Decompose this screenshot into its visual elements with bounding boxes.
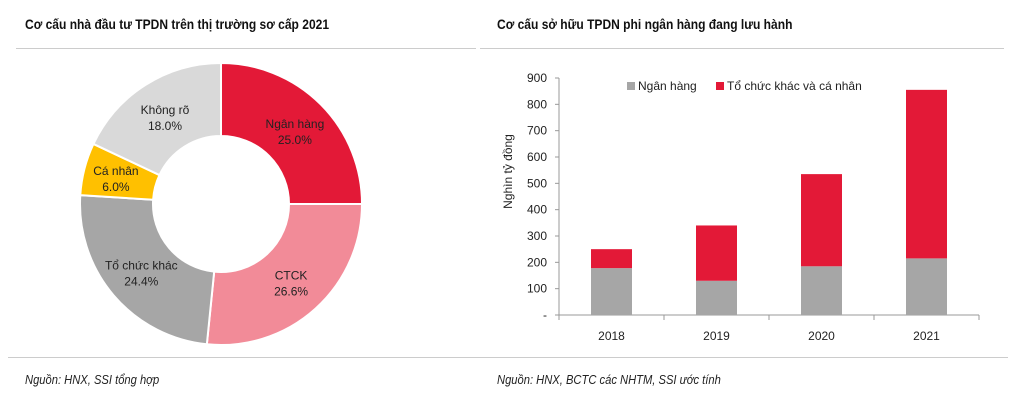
y-tick-label: 900	[527, 71, 547, 85]
right-title-divider	[480, 48, 1004, 49]
y-tick-label: 800	[527, 97, 547, 111]
y-tick-label: 100	[527, 282, 547, 296]
slice-value-label: 24.4%	[124, 275, 158, 289]
slice-label: CTCK	[275, 269, 308, 283]
bar-segment	[801, 266, 842, 315]
slice-label: Không rõ	[141, 103, 190, 117]
bar-segment	[696, 225, 737, 281]
left-chart-title: Cơ cấu nhà đầu tư TPDN trên thị trường s…	[25, 16, 330, 32]
slice-value-label: 6.0%	[102, 180, 130, 194]
legend-swatch	[627, 82, 635, 90]
donut-slice	[220, 61, 364, 205]
slice-value-label: 18.0%	[148, 119, 182, 133]
bar-segment	[801, 174, 842, 267]
y-tick-label: 200	[527, 255, 547, 269]
legend-label: Tổ chức khác và cá nhân	[727, 79, 862, 93]
slice-label: Ngân hàng	[266, 117, 325, 131]
y-tick-label: 300	[527, 229, 547, 243]
y-tick-label: -	[543, 308, 547, 322]
left-source-note: Nguồn: HNX, SSI tổng hợp	[25, 372, 160, 387]
slice-value-label: 26.6%	[274, 285, 308, 299]
slice-value-label: 25.0%	[278, 133, 312, 147]
x-tick-label: 2020	[808, 329, 835, 343]
slice-label: Tổ chức khác	[105, 259, 178, 273]
y-tick-label: 500	[527, 176, 547, 190]
left-title-divider	[16, 48, 476, 49]
legend-label: Ngân hàng	[638, 79, 697, 93]
legend-swatch	[716, 82, 724, 90]
x-tick-label: 2018	[598, 329, 625, 343]
stacked-bar-chart: - 100 200 300 400 500 600 700 800 900 Nghìn tỷ đồn…	[501, 71, 980, 343]
bar-segment	[591, 249, 632, 269]
donut-chart: Ngân hàng 25.0% CTCK 26.6% Tổ chức khác 24.4%…	[79, 61, 364, 346]
y-tick-label: 700	[527, 124, 547, 138]
y-axis-title: Nghìn tỷ đồng	[501, 134, 515, 209]
y-tick-label: 400	[527, 203, 547, 217]
x-tick-label: 2019	[703, 329, 730, 343]
y-tick-label: 600	[527, 150, 547, 164]
bar-segment	[696, 280, 737, 315]
footer-divider	[8, 357, 1008, 358]
x-tick-label: 2021	[913, 329, 940, 343]
right-chart-title: Cơ cấu sở hữu TPDN phi ngân hàng đang lư…	[497, 16, 793, 32]
slice-label: Cá nhân	[93, 164, 138, 178]
right-source-note: Nguồn: HNX, BCTC các NHTM, SSI ước tính	[497, 372, 721, 387]
bar-segment	[591, 268, 632, 315]
donut-slice	[205, 203, 364, 346]
donut-slice	[92, 61, 222, 177]
donut-slice	[79, 194, 216, 346]
bar-segment	[906, 258, 947, 315]
bar-segment	[906, 89, 947, 259]
